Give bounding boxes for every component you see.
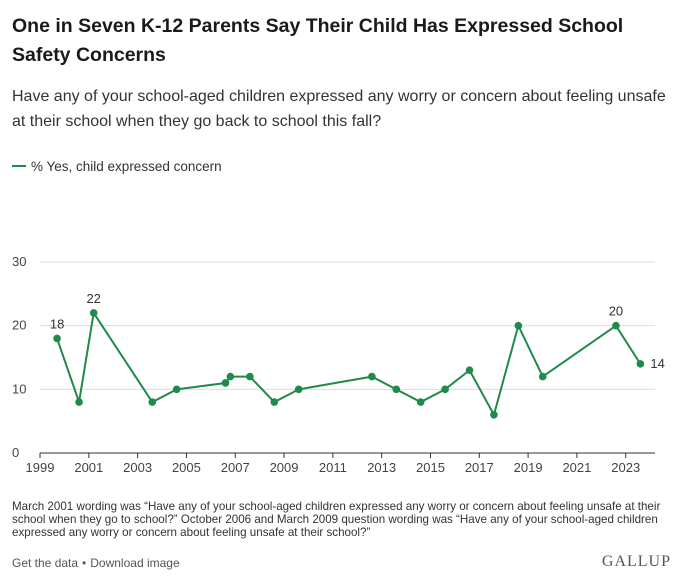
legend-label: % Yes, child expressed concern xyxy=(31,158,222,174)
data-point-3 xyxy=(148,398,157,406)
x-tick-label-2003: 2003 xyxy=(123,460,152,475)
x-tick-label-2021: 2021 xyxy=(562,460,591,475)
y-tick-label-0: 0 xyxy=(12,445,19,460)
gallup-logo: GALLUP xyxy=(601,553,671,570)
download-image-link[interactable]: Download image xyxy=(90,556,180,570)
data-point-6 xyxy=(226,372,235,381)
data-point-16 xyxy=(514,321,523,330)
x-tick-label-2017: 2017 xyxy=(465,460,494,475)
x-tick-label-2023: 2023 xyxy=(611,460,640,475)
data-point-14 xyxy=(465,366,474,375)
y-tick-label-20: 20 xyxy=(12,318,26,333)
data-point-8 xyxy=(270,398,279,406)
data-point-10 xyxy=(368,372,376,381)
data-point-11 xyxy=(392,385,401,394)
data-point-18 xyxy=(612,321,620,330)
data-point-19 xyxy=(636,360,645,368)
x-tick-label-2005: 2005 xyxy=(172,460,201,475)
footer-links: Get the data • Download image xyxy=(12,556,180,570)
x-tick-label-2013: 2013 xyxy=(367,460,396,475)
data-point-15 xyxy=(490,411,498,419)
legend: % Yes, child expressed concern xyxy=(12,157,222,175)
data-label-19: 14 xyxy=(650,356,664,371)
x-tick-label-2015: 2015 xyxy=(416,460,445,475)
line-swatch-icon xyxy=(12,165,26,167)
data-label-2: 22 xyxy=(86,291,100,306)
chart-subtitle: Have any of your school-aged children ex… xyxy=(12,88,666,130)
data-point-0 xyxy=(53,334,61,343)
x-tick-label-2019: 2019 xyxy=(514,460,543,475)
data-point-13 xyxy=(441,385,449,394)
data-point-12 xyxy=(416,398,425,406)
data-label-18: 20 xyxy=(609,304,623,319)
data-point-5 xyxy=(221,379,230,387)
line-chart: 0 10 20 30 1999 2001 2003 2005 2007 2009 2011 2013 2… xyxy=(12,254,665,475)
chart-title: One in Seven K-12 Parents Say Their Chil… xyxy=(12,15,624,66)
data-point-7 xyxy=(246,372,254,381)
x-tick-label-2001: 2001 xyxy=(74,460,103,475)
footnote: March 2001 wording was “Have any of your… xyxy=(12,500,661,539)
data-point-1 xyxy=(75,398,83,406)
y-tick-label-10: 10 xyxy=(12,381,26,396)
data-label-0: 18 xyxy=(50,316,64,331)
series-line xyxy=(56,311,642,416)
x-tick-label-2007: 2007 xyxy=(221,460,250,475)
data-point-4 xyxy=(172,385,181,394)
y-tick-label-30: 30 xyxy=(12,254,26,269)
get-data-link[interactable]: Get the data xyxy=(12,556,79,570)
x-tick-label-1999: 1999 xyxy=(26,460,55,475)
data-point-2 xyxy=(89,309,98,317)
data-point-17 xyxy=(538,372,547,381)
x-tick-label-2009: 2009 xyxy=(270,460,299,475)
x-tick-label-2011: 2011 xyxy=(319,460,347,475)
footer-separator: • xyxy=(82,556,87,570)
data-point-9 xyxy=(294,385,303,394)
